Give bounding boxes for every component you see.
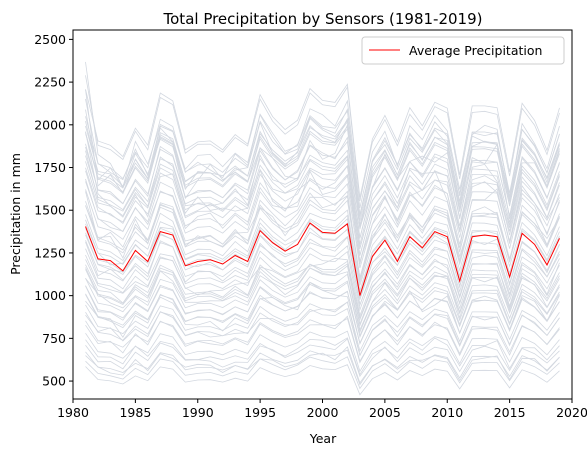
x-axis: 1980 1985 1990 1995 2000 2005 2010 2015 2020 — [57, 399, 587, 420]
sensor-line-57 — [85, 281, 560, 339]
sensor-line-20 — [85, 260, 560, 321]
y-tick-label-1000: 1000 — [34, 288, 66, 303]
sensor-line-31 — [85, 149, 560, 245]
y-tick-label-1750: 1750 — [34, 160, 66, 175]
x-tick-label-2015: 2015 — [494, 405, 526, 420]
y-tick-label-2500: 2500 — [34, 32, 66, 47]
sensor-line-38 — [85, 330, 560, 373]
x-tick-label-1990: 1990 — [182, 405, 214, 420]
sensor-line-1 — [85, 131, 560, 265]
sensor-line-2 — [85, 217, 560, 295]
sensor-line-58 — [85, 125, 560, 228]
sensor-line-34 — [85, 308, 560, 357]
sensor-line-44 — [85, 317, 560, 364]
sensor-line-25 — [85, 136, 560, 239]
x-tick-label-2000: 2000 — [307, 405, 339, 420]
x-tick-label-2010: 2010 — [431, 405, 463, 420]
sensor-line-50 — [85, 301, 560, 353]
sensor-line-53 — [85, 83, 560, 198]
sensor-line-55 — [85, 228, 560, 300]
x-axis-label: Year — [309, 431, 337, 446]
sensor-line-22 — [85, 338, 560, 378]
sensor-line-23 — [85, 209, 560, 286]
sensor-line-40 — [85, 290, 560, 345]
sensor-line-29 — [85, 195, 560, 278]
sensor-lines — [85, 61, 560, 396]
sensor-line-30 — [85, 280, 560, 337]
sensor-line-43 — [85, 164, 560, 256]
y-tick-label-1500: 1500 — [34, 203, 66, 218]
sensor-line-21 — [85, 109, 560, 217]
sensor-line-12 — [85, 61, 560, 209]
sensor-line-33 — [85, 120, 560, 226]
sensor-line-26 — [85, 245, 560, 312]
sensor-line-13 — [85, 337, 560, 376]
sensor-line-36 — [85, 263, 560, 326]
x-tick-label-1980: 1980 — [57, 405, 89, 420]
y-tick-label-2000: 2000 — [34, 117, 66, 132]
legend-label: Average Precipitation — [409, 43, 542, 58]
y-tick-label-1250: 1250 — [34, 245, 66, 260]
sensor-line-48 — [85, 349, 560, 386]
sensor-line-49 — [85, 214, 560, 291]
x-tick-label-2005: 2005 — [369, 405, 401, 420]
sensor-line-19 — [85, 158, 560, 256]
average-precipitation-line — [85, 222, 560, 296]
sensor-line-27 — [85, 98, 560, 215]
sensor-line-4 — [85, 89, 560, 229]
chart-title: Total Precipitation by Sensors (1981-201… — [163, 10, 483, 28]
sensor-line-5 — [85, 346, 560, 384]
sensor-line-28 — [85, 356, 560, 390]
y-axis: 500 750 1000 1250 1500 1750 2000 2250 2500 — [34, 32, 73, 389]
sensor-line-41 — [85, 127, 560, 230]
sensor-line-59 — [85, 265, 560, 327]
y-tick-label-750: 750 — [42, 331, 66, 346]
sensor-line-52 — [85, 250, 560, 317]
y-tick-label-500: 500 — [42, 374, 66, 389]
x-tick-label-1995: 1995 — [244, 405, 276, 420]
sensor-line-15 — [85, 117, 560, 221]
sensor-line-37 — [85, 75, 560, 202]
sensor-line-45 — [85, 199, 560, 281]
sensor-line-35 — [85, 173, 560, 262]
sensor-line-54 — [85, 364, 560, 396]
sensor-line-17 — [85, 191, 560, 278]
sensor-line-56 — [85, 140, 560, 239]
sensor-line-14 — [85, 267, 560, 332]
y-tick-label-2250: 2250 — [34, 75, 66, 90]
sensor-line-47 — [85, 110, 560, 217]
sensor-line-6 — [85, 190, 560, 283]
legend: Average Precipitation — [361, 36, 565, 65]
x-tick-label-2020: 2020 — [556, 405, 587, 420]
sensor-line-42 — [85, 235, 560, 307]
x-tick-label-1985: 1985 — [119, 405, 151, 420]
sensor-line-11 — [85, 236, 560, 306]
sensor-line-8 — [85, 150, 560, 249]
sensor-line-51 — [85, 155, 560, 249]
sensor-line-46 — [85, 273, 560, 334]
sensor-line-39 — [85, 182, 560, 269]
average-precipitation-series — [85, 222, 560, 296]
y-axis-label: Precipitation in mm — [8, 153, 23, 275]
legend-box — [361, 36, 565, 65]
